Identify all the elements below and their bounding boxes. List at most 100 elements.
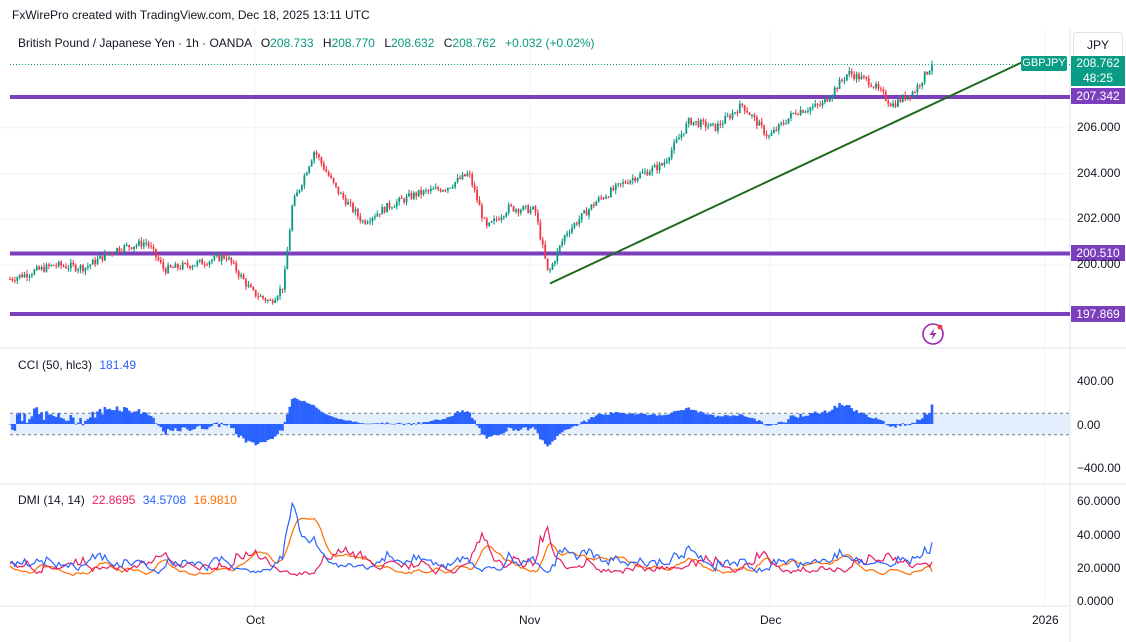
cci-bar [439,420,442,424]
cci-bar [684,408,688,424]
cci-bar [633,414,637,424]
candle-body [561,241,564,246]
candle-body [661,163,663,166]
cci-bar [835,407,839,424]
cci-bar [743,416,746,424]
cci-bar [908,424,912,426]
cci-bar [74,424,77,425]
cci-bar [332,417,335,424]
cci-bar [568,424,571,429]
candle-body [145,242,148,244]
cci-bar [916,419,919,424]
cci-bar [594,415,598,424]
cci-bar [261,424,265,443]
candle-body [140,240,143,247]
cci-bar [546,424,549,447]
candle-body [524,205,527,207]
cci-bar [356,422,360,424]
dmi-legend[interactable]: DMI (14, 14) 22.8695 34.5708 16.9810 [18,493,237,507]
candle-body [189,265,191,269]
cci-bar [663,415,666,424]
candle-body [656,165,659,171]
cci-bar [616,412,620,424]
cci-bar [363,423,367,425]
cci-bar [463,411,467,424]
candle-body [48,264,50,266]
cci-bar [906,424,909,425]
candle-body [875,84,877,88]
cci-bar [337,418,340,424]
candle-body [432,188,435,190]
candle-body [349,202,352,204]
cci-tick: −400.00 [1077,461,1121,475]
cci-bar [490,424,493,437]
candle-body [9,278,11,280]
cci-legend[interactable]: CCI (50, hlc3) 181.49 [18,358,136,372]
candle-body [378,213,381,215]
symbol-legend[interactable]: British Pound / Japanese Yen · 1h · OAND… [18,36,595,50]
candle-body [802,110,804,113]
cci-bar [753,418,756,424]
candle-body [57,261,60,267]
candle-body [417,189,420,197]
cci-bar [40,412,43,424]
cci-bar [186,424,189,430]
cci-bar [697,412,700,424]
cci-bar [826,412,829,424]
candle-body [605,196,607,199]
cci-bar [205,424,209,430]
candle-body [434,187,437,189]
cci-bar [504,424,508,432]
cci-bar [247,424,250,441]
cci-bar [120,411,124,424]
candle-body [376,213,379,217]
candle-body [719,123,722,126]
candle-body [354,209,357,212]
candle-body [763,125,766,135]
cci-bar [524,424,528,428]
cci-bar [706,414,710,424]
candle-body [904,94,907,100]
candle-body [921,82,924,86]
trendline[interactable] [549,58,1030,285]
candle-body [738,103,741,114]
candle-body [522,206,525,211]
candle-body [580,213,583,220]
candle-body [755,117,758,126]
cci-bar [453,413,457,424]
cci-bar [468,412,472,424]
candle-body [578,219,581,225]
cci-bar [324,414,328,424]
cci-bar [69,415,73,424]
cci-bar [865,414,868,424]
flash-icon[interactable] [922,323,944,345]
candle-body [833,87,836,96]
candle-body [422,190,425,195]
cci-bar [777,422,781,424]
candle-body [111,252,114,254]
candle-body [670,150,673,158]
candle-body [164,268,167,274]
candle-body [325,169,328,172]
candle-body [152,246,155,249]
candle-body [554,261,556,264]
cci-bar [269,424,272,440]
candle-body [150,245,152,247]
cci-bar [376,423,379,424]
candle-body [758,121,761,126]
candle-body [327,171,330,176]
cci-bar [371,423,374,424]
cci-bar [239,424,243,436]
candle-body [568,232,571,234]
candle-body [862,76,865,78]
cci-bar [295,398,299,424]
candle-body [186,263,189,266]
candle-body [425,190,427,192]
currency-button[interactable]: JPY [1073,32,1123,58]
candle-body [539,222,542,240]
cci-bar [385,422,389,424]
cci-bar [237,424,240,438]
cci-bar [424,421,428,424]
cci-bar [123,407,126,424]
